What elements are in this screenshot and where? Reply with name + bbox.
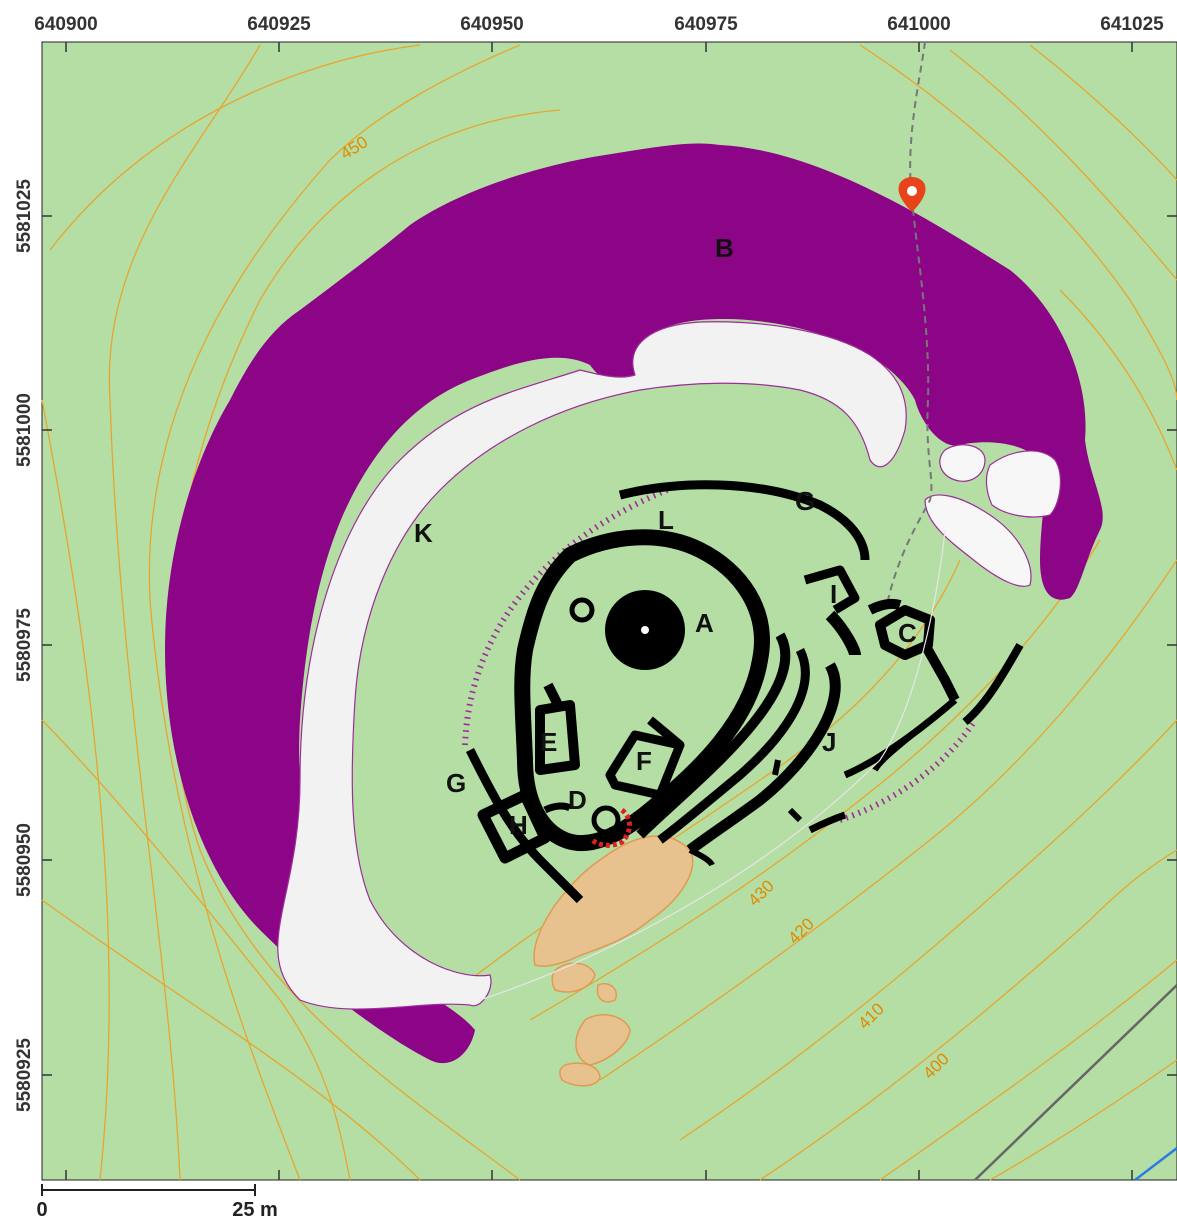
y-tick-label: 5581000 xyxy=(14,393,35,467)
x-axis xyxy=(65,42,1133,1180)
wall-f-block xyxy=(605,730,685,800)
wall-g-north xyxy=(618,480,870,561)
y-axis xyxy=(42,215,1177,1076)
core-outline xyxy=(479,529,946,1001)
wall-e-block xyxy=(535,700,580,775)
label-l: L xyxy=(658,505,674,535)
wall-d-link xyxy=(543,802,572,814)
y-tick-label: 5580950 xyxy=(14,823,35,897)
map-pin-icon[interactable] xyxy=(898,177,926,212)
rock-outcrops xyxy=(533,835,694,1087)
wall-c-block xyxy=(875,605,935,660)
wall-east-frag xyxy=(772,759,781,776)
rampart-k xyxy=(277,321,907,1010)
y-tick-label: 5580925 xyxy=(14,1038,35,1112)
footpath xyxy=(887,41,933,601)
x-tick-label: 640950 xyxy=(460,14,523,35)
label-e: E xyxy=(540,727,557,757)
ditch-b xyxy=(165,143,1103,1064)
wall-f-spur xyxy=(647,716,683,749)
castle-walls xyxy=(465,480,1024,904)
x-tick-label: 641025 xyxy=(1100,14,1164,35)
wall-c-arm xyxy=(923,647,960,703)
road-line xyxy=(974,984,1177,1181)
wall-j xyxy=(686,662,841,855)
x-tick-label: 640975 xyxy=(674,14,738,35)
wall-se-4 xyxy=(808,811,847,834)
wall-se-3 xyxy=(872,717,932,772)
label-g-west: G xyxy=(446,768,466,798)
y-tick-label: 5581025 xyxy=(14,179,35,253)
keep-center xyxy=(641,626,649,634)
small-tower xyxy=(569,597,595,623)
x-tick-label: 640900 xyxy=(34,14,97,35)
wall-se-2 xyxy=(962,643,1024,726)
label-k: K xyxy=(414,518,433,548)
label-g-east: G xyxy=(795,486,815,516)
scale-start-label: 0 xyxy=(36,1199,47,1221)
round-tower-d xyxy=(591,805,621,835)
scale-bar xyxy=(41,1184,256,1196)
island-1 xyxy=(939,444,986,482)
wall-se-5 xyxy=(787,807,803,823)
island-3 xyxy=(924,494,1032,587)
wall-h-block xyxy=(477,789,551,864)
label-j: J xyxy=(822,727,836,757)
wall-south-frag xyxy=(688,847,715,867)
red-marker-d xyxy=(590,808,632,848)
wall-i-spur xyxy=(825,610,861,657)
wall-l-enceinte xyxy=(514,529,770,852)
wall-e-spur xyxy=(543,682,563,708)
wall-inner-3 xyxy=(657,647,810,844)
island-2 xyxy=(985,450,1062,518)
label-b: B xyxy=(715,233,734,263)
label-d: D xyxy=(568,785,587,815)
label-c: C xyxy=(898,618,917,648)
scale-end-label: 25 m xyxy=(232,1199,278,1221)
wall-inner-2 xyxy=(636,632,791,839)
wall-i-block xyxy=(803,565,860,614)
y-tick-label: 5580975 xyxy=(14,608,35,682)
x-tick-label: 640925 xyxy=(247,14,311,35)
label-a: A xyxy=(695,608,714,638)
x-tick-label: 641000 xyxy=(887,14,950,35)
label-h: H xyxy=(509,810,528,840)
label-i: I xyxy=(830,579,837,609)
stream-line xyxy=(1134,1147,1177,1181)
label-f: F xyxy=(636,746,652,776)
wall-g-west xyxy=(465,747,584,904)
wall-c-link xyxy=(867,598,902,615)
